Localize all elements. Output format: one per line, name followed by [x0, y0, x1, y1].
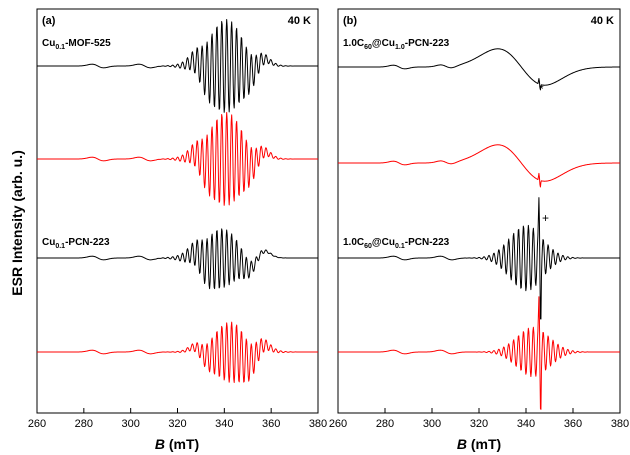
panel-a-trace-label-1: Cu0.1-MOF-525 [42, 38, 111, 51]
series-trace-1 [338, 48, 620, 91]
series-trace-3 [37, 228, 318, 290]
x-tick-label: 360 [564, 418, 582, 430]
panel-b-label: (b) [343, 15, 357, 27]
series-trace-2 [338, 144, 620, 188]
series-trace-4 [37, 321, 318, 383]
x-tick-label: 260 [329, 418, 347, 430]
series-trace-3 [338, 197, 620, 320]
panel-a-trace-label-2: Cu0.1-PCN-223 [42, 237, 110, 250]
series-trace-1 [37, 19, 318, 113]
panel-b-marker-plus: + [542, 211, 549, 225]
y-axis-title: ESR Intensity (arb. u.) [9, 150, 25, 295]
panel-b-trace-label-1: 1.0C60@Cu1.0-PCN-223 [343, 38, 450, 51]
panel-a: (a) 40 K Cu0.1-MOF-525 Cu0.1-PCN-223 260… [28, 8, 327, 452]
panel-a-label: (a) [42, 15, 56, 27]
x-tick-label: 380 [611, 418, 629, 430]
x-tick-label: 280 [376, 418, 394, 430]
x-tick-label: 300 [423, 418, 441, 430]
panel-b-marker-asterisk: * [539, 82, 544, 96]
x-tick-label: 320 [168, 418, 186, 430]
panel-a-temperature: 40 K [288, 15, 311, 27]
panel-b: (b) 40 K 1.0C60@Cu1.0-PCN-223 1.0C60@Cu0… [329, 8, 629, 452]
series-trace-2 [37, 112, 318, 206]
x-tick-label: 380 [309, 418, 327, 430]
x-tick-label: 260 [28, 418, 46, 430]
x-tick-label: 320 [470, 418, 488, 430]
x-tick-label: 300 [121, 418, 139, 430]
panel-b-x-axis-title: B (mT) [457, 436, 501, 452]
x-tick-label: 340 [215, 418, 233, 430]
x-tick-label: 360 [262, 418, 280, 430]
x-tick-label: 340 [517, 418, 535, 430]
panel-b-trace-label-2: 1.0C60@Cu0.1-PCN-223 [343, 237, 450, 250]
series-trace-4 [338, 296, 620, 410]
x-tick-label: 280 [75, 418, 93, 430]
panel-a-x-axis-title: B (mT) [155, 436, 199, 452]
panel-b-temperature: 40 K [591, 15, 614, 27]
